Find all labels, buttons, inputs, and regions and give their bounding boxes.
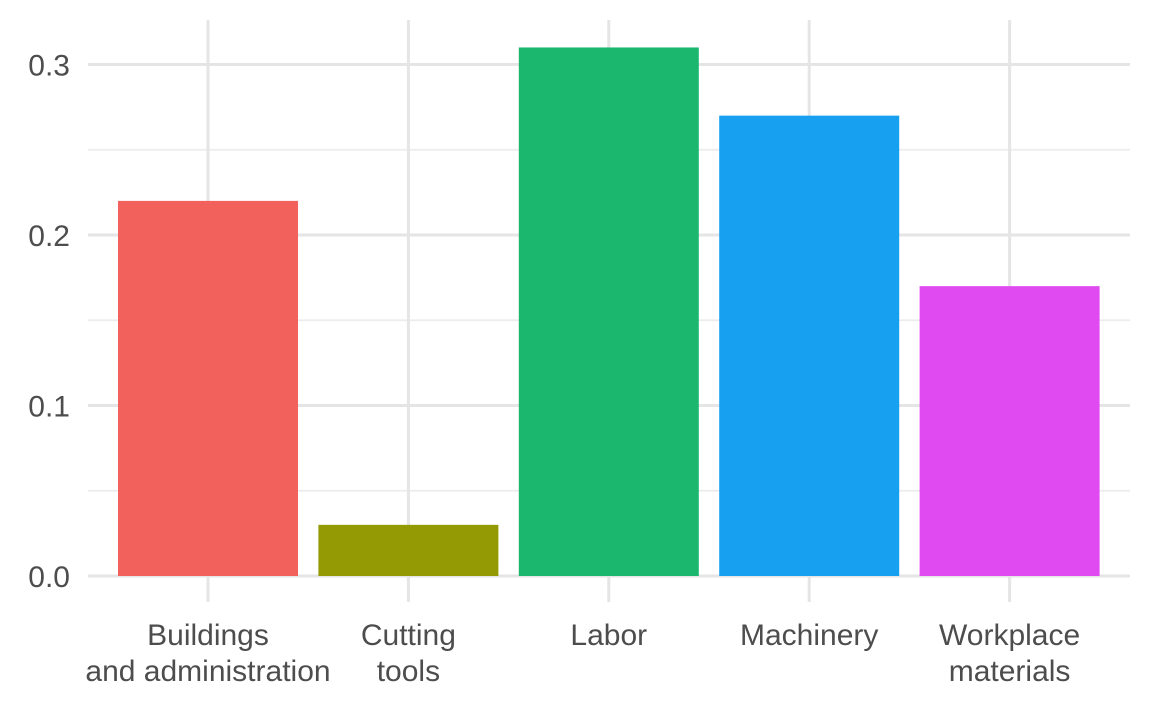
bar xyxy=(118,200,298,576)
bars xyxy=(118,47,1100,577)
bar xyxy=(518,47,699,576)
y-tick-label: 0.0 xyxy=(28,561,70,594)
x-tick-label: Cutting xyxy=(361,619,456,652)
y-axis-tick-labels: 0.0 0.1 0.2 0.3 xyxy=(28,50,70,595)
bar xyxy=(719,115,900,577)
bar xyxy=(318,524,499,576)
x-tick-label: Labor xyxy=(570,619,647,652)
x-tick-label: materials xyxy=(949,655,1071,688)
x-tick-label: tools xyxy=(377,655,440,688)
x-tick-label: Machinery xyxy=(740,619,878,652)
x-tick-label: and administration xyxy=(85,655,330,688)
y-tick-label: 0.2 xyxy=(28,220,70,253)
x-tick-label: Buildings xyxy=(147,619,269,652)
y-tick-label: 0.3 xyxy=(28,50,70,83)
x-tick-label: Workplace xyxy=(939,619,1080,652)
bar xyxy=(919,286,1100,576)
y-tick-label: 0.1 xyxy=(28,391,70,424)
